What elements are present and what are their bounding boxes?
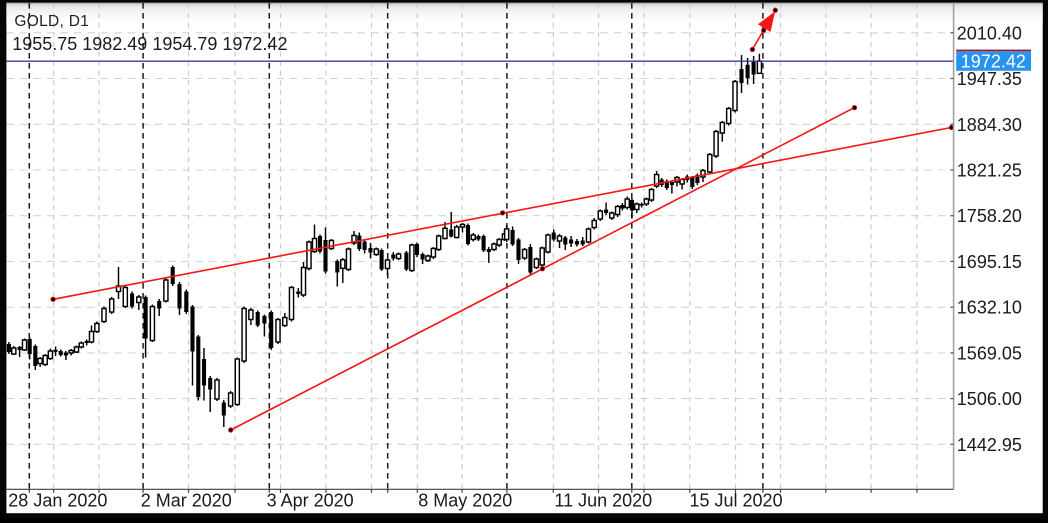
svg-text:15 Jul 2020: 15 Jul 2020	[690, 490, 783, 510]
svg-text:1632.10: 1632.10	[957, 298, 1022, 318]
svg-text:GOLD, D1: GOLD, D1	[14, 13, 89, 30]
svg-text:8 May 2020: 8 May 2020	[418, 490, 512, 510]
svg-text:1506.00: 1506.00	[957, 389, 1022, 409]
svg-text:1972.42: 1972.42	[961, 51, 1026, 71]
svg-text:2 Mar 2020: 2 Mar 2020	[141, 490, 232, 510]
svg-text:1695.15: 1695.15	[957, 252, 1022, 272]
svg-text:28 Jan 2020: 28 Jan 2020	[8, 490, 107, 510]
svg-text:1884.30: 1884.30	[957, 115, 1022, 135]
svg-text:2010.40: 2010.40	[957, 23, 1022, 43]
svg-text:11 Jun 2020: 11 Jun 2020	[554, 490, 652, 510]
svg-text:1955.75 1982.49 1954.79 1972.4: 1955.75 1982.49 1954.79 1972.42	[12, 34, 287, 54]
svg-text:1758.20: 1758.20	[957, 206, 1022, 226]
svg-text:1442.95: 1442.95	[957, 435, 1022, 455]
svg-text:3 Apr 2020: 3 Apr 2020	[267, 490, 354, 510]
svg-text:1821.25: 1821.25	[957, 161, 1022, 181]
svg-text:1569.05: 1569.05	[957, 343, 1022, 363]
svg-text:1947.35: 1947.35	[957, 69, 1022, 89]
